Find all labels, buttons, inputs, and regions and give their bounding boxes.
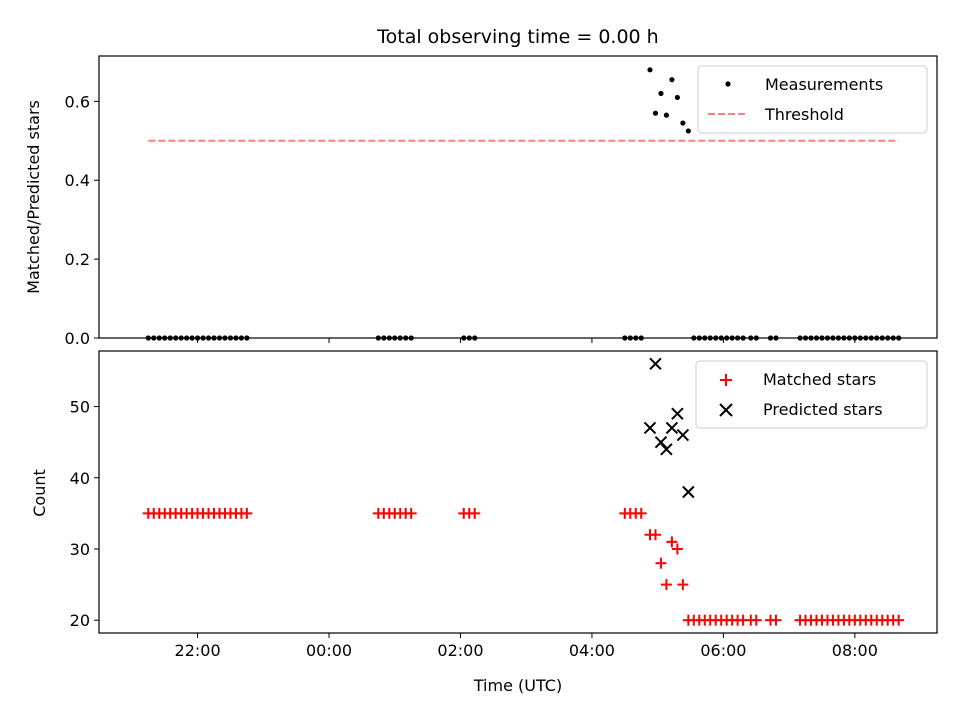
predicted-stars-point: [676, 428, 690, 442]
top-panel: 0.0 0.2 0.4 0.6 Matched/Predicted stars Mea…: [24, 55, 938, 348]
bottom-y-tick-label: 50: [70, 398, 90, 417]
predicted-stars-point: [643, 421, 657, 435]
legend-predicted-label: Predicted stars: [763, 400, 883, 419]
matched-stars-point: [770, 614, 782, 626]
legend-matched-marker: [720, 374, 732, 386]
x-tick-label: 06:00: [700, 641, 746, 660]
predicted-stars-point: [660, 443, 673, 456]
measurements-point: [652, 110, 659, 116]
matched-stars-point: [241, 507, 253, 519]
matched-stars-point: [666, 536, 678, 548]
matched-stars-point: [469, 507, 481, 519]
top-y-tick-label: 0.6: [65, 92, 90, 111]
top-axes-frame: [98, 55, 938, 339]
legend-measurements-marker: [725, 81, 731, 87]
bottom-y-tick-label: 40: [70, 469, 90, 488]
matched-stars-point: [893, 614, 905, 626]
matched-stars-point: [750, 614, 762, 626]
bottom-axes: 20 30 40 50 22:00 00:00 02:00 04:00 06:00 08:00: [70, 398, 878, 660]
legend-predicted-marker: [719, 403, 733, 417]
bottom-panel: 20 30 40 50 22:00 00:00 02:00 04:00 06:00 08:00 C…: [30, 350, 938, 695]
matched-stars-point: [655, 557, 667, 569]
measurements-point: [669, 77, 675, 83]
x-tick-label: 00:00: [306, 641, 352, 660]
top-legend: Measurements Threshold: [697, 65, 928, 134]
top-y-tick-label: 0.4: [65, 171, 90, 190]
predicted-stars-point: [654, 435, 668, 449]
measurements-point: [685, 128, 691, 134]
measurements-point: [674, 94, 680, 101]
bottom-y-tick-label: 20: [70, 611, 90, 630]
predicted-stars-point: [671, 407, 684, 420]
predicted-stars-point: [649, 357, 662, 371]
legend-threshold-label: Threshold: [764, 105, 844, 124]
bottom-legend-box: [695, 360, 928, 429]
measurements-point: [658, 90, 664, 97]
matched-stars-point: [660, 579, 672, 591]
measurements-point: [680, 120, 686, 126]
matched-stars-point: [635, 507, 647, 519]
bottom-legend: Matched stars Predicted stars: [695, 360, 928, 429]
matched-stars-point: [649, 529, 661, 541]
bottom-y-tick-label: 30: [70, 540, 90, 559]
bottom-y-axis-label: Count: [30, 469, 49, 517]
x-tick-label: 08:00: [832, 641, 878, 660]
top-axes: 0.0 0.2 0.4 0.6: [65, 92, 856, 348]
x-tick-label: 04:00: [569, 641, 615, 660]
x-tick-label: 22:00: [175, 641, 221, 660]
top-chart-title: Total observing time = 0.00 h: [376, 26, 658, 48]
predicted-stars-point: [665, 421, 679, 435]
measurements-point: [647, 67, 653, 73]
top-y-tick-label: 0.0: [65, 329, 90, 348]
top-y-axis-label: Matched/Predicted stars: [24, 100, 43, 294]
legend-matched-label: Matched stars: [763, 370, 876, 389]
bottom-plot-marks: [142, 357, 905, 626]
matched-stars-point: [671, 543, 683, 555]
predicted-stars-point: [682, 485, 695, 499]
bottom-axes-frame: [98, 350, 938, 634]
x-axis-label: Time (UTC): [473, 676, 562, 695]
top-y-tick-label: 0.2: [65, 250, 90, 269]
matched-stars-point: [677, 579, 689, 591]
x-tick-label: 02:00: [437, 641, 483, 660]
legend-measurements-label: Measurements: [765, 75, 883, 94]
measurements-point: [663, 112, 670, 118]
top-legend-box: [697, 65, 928, 134]
matched-stars-point: [405, 507, 417, 519]
